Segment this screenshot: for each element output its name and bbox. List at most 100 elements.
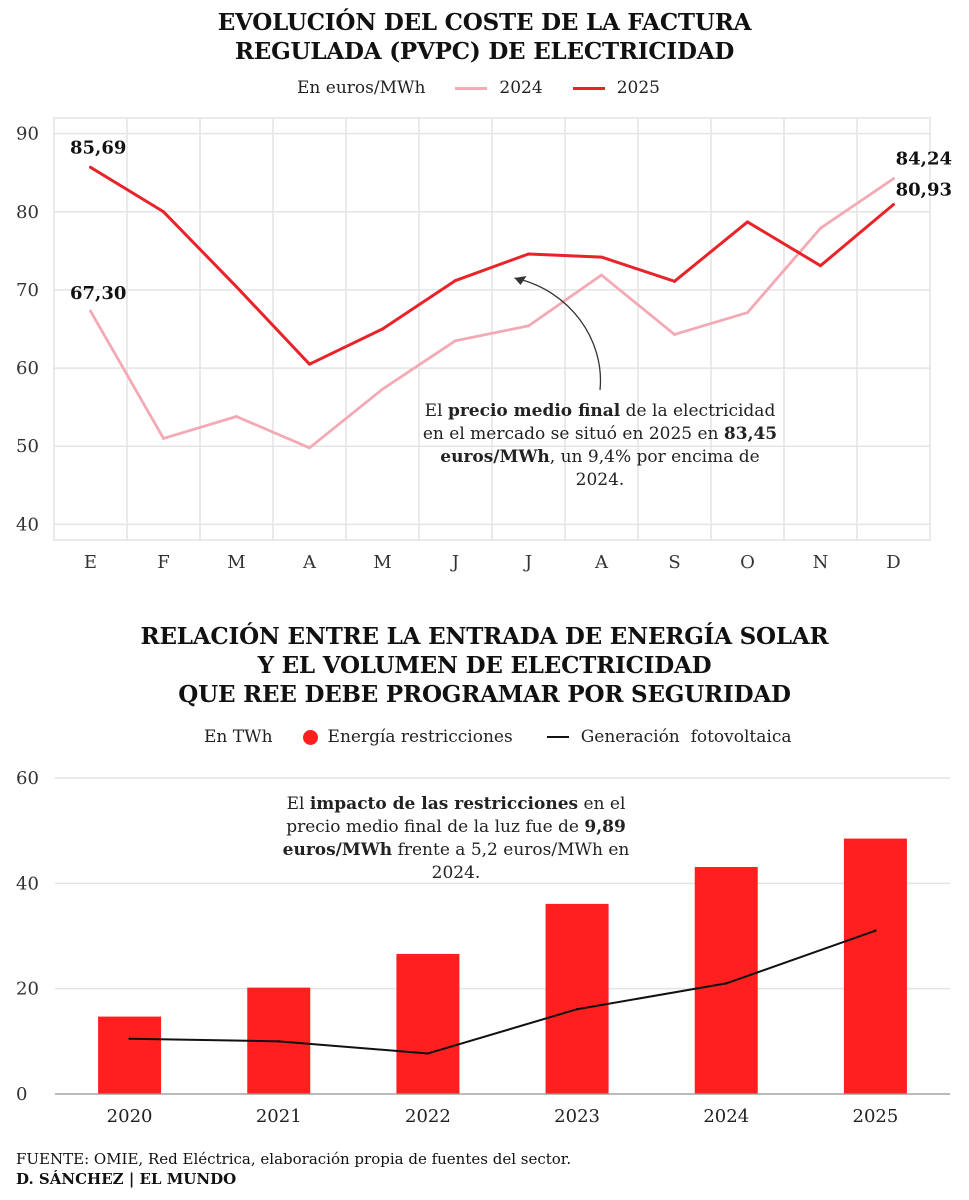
- chart2-x-tick-label: 2022: [405, 1106, 451, 1127]
- chart1-y-tick-label: 90: [16, 124, 39, 145]
- series-point-2024: [892, 177, 895, 181]
- chart1-x-tick-label: F: [157, 552, 170, 573]
- footer-credit: D. SÁNCHEZ | EL MUNDO: [16, 1170, 237, 1188]
- chart2-bar-chart: 0 20 40 60 2020 2021 2022 2023 2024 2025: [16, 768, 950, 1127]
- value-label-2025-start: 85,69: [70, 137, 126, 158]
- series-point-2025: [89, 165, 92, 169]
- chart2-x-tick-label: 2024: [703, 1106, 749, 1127]
- legend-swatch-2024: [455, 86, 488, 90]
- chart1-annotation-part-4: , un 9,4% por encima de 2024.: [549, 447, 760, 490]
- legend-swatch-restricciones: [302, 729, 318, 745]
- value-label-2025-end: 80,93: [896, 180, 952, 201]
- series-point-2024: [819, 226, 822, 230]
- series-point-2025: [819, 264, 822, 268]
- legend-item-fotovoltaica: Generación fotovoltaica: [546, 727, 792, 747]
- chart1-x-tick-label: E: [84, 552, 97, 573]
- chart1-unit-label: En euros/MWh: [297, 78, 426, 98]
- legend-label-2025: 2025: [616, 78, 660, 98]
- series-point-2025: [892, 203, 895, 207]
- chart1-annotation-arrow: [514, 277, 602, 391]
- chart2-title-line-3: QUE REE DEBE PROGRAMAR POR SEGURIDAD: [178, 681, 791, 708]
- fotovoltaica-point: [874, 929, 877, 932]
- chart1-annotation-part-2: de la electricidad en el mercado se situ…: [422, 401, 776, 444]
- chart1-y-tick-label: 50: [16, 436, 39, 457]
- fotovoltaica-point: [575, 1008, 579, 1011]
- legend-label-2024: 2024: [499, 78, 543, 98]
- series-point-2024: [527, 324, 530, 328]
- series-point-2024: [746, 311, 749, 315]
- bar-2024: [694, 867, 758, 1094]
- series-point-2025: [673, 279, 676, 283]
- series-point-2025: [600, 255, 603, 259]
- series-point-2024: [89, 309, 92, 313]
- legend-item-2024: 2024: [455, 78, 543, 98]
- chart2-y-tick-label: 60: [16, 768, 39, 789]
- series-point-2024: [308, 446, 311, 450]
- chart1-title: EVOLUCIÓN DEL COSTE DE LA FACTURA REGULA…: [0, 8, 969, 66]
- series-point-2024: [235, 415, 238, 419]
- legend-label-restricciones: Energía restricciones: [327, 727, 513, 747]
- series-point-2024: [162, 436, 165, 440]
- footer-source: FUENTE: OMIE, Red Eléctrica, elaboración…: [16, 1150, 572, 1168]
- chart1-annotation-part-0: El: [424, 401, 448, 421]
- series-point-2025: [527, 252, 530, 256]
- series-line-2025: [89, 166, 895, 366]
- chart2-title: RELACIÓN ENTRE LA ENTRADA DE ENERGÍA SOL…: [0, 622, 969, 709]
- series-point-2025: [454, 279, 457, 283]
- chart1-y-tick-label: 40: [16, 514, 39, 535]
- series-point-2024: [381, 387, 384, 391]
- series-point-2025: [746, 220, 749, 224]
- chart2-title-line-2: Y EL VOLUMEN DE ELECTRICIDAD: [257, 652, 712, 679]
- chart1-x-tick-label: N: [813, 552, 829, 573]
- chart2-legend: En TWh Energía restricciones Generación …: [204, 727, 792, 747]
- chart1-x-tick-label: M: [373, 552, 391, 573]
- chart1-y-tick-label: 80: [16, 202, 39, 223]
- chart1-x-tick-label: M: [227, 552, 245, 573]
- chart1-x-tick-label: J: [450, 552, 459, 573]
- series-point-2024: [600, 273, 603, 277]
- legend-item-2025: 2025: [572, 78, 660, 98]
- chart1-x-tick-label: O: [740, 552, 755, 573]
- chart1-x-tick-label: S: [668, 552, 680, 573]
- chart2-x-tick-label: 2020: [107, 1106, 153, 1127]
- series-point-2024: [673, 332, 676, 336]
- bar-2020: [98, 1016, 162, 1094]
- fotovoltaica-point: [128, 1037, 131, 1040]
- chart1-title-line-2: REGULADA (PVPC) DE ELECTRICIDAD: [234, 38, 735, 65]
- chart1-annotation-part-3: 83,45 euros/MWh: [440, 424, 778, 467]
- series-point-2025: [162, 210, 165, 214]
- series-point-2024: [454, 339, 457, 343]
- chart1-y-tick-label: 70: [16, 280, 39, 301]
- chart2-y-tick-label: 20: [16, 979, 39, 1000]
- chart2-x-tick-label: 2025: [853, 1106, 899, 1127]
- chart2-annotation-part-2: en el precio medio final de la luz fue d…: [286, 794, 626, 837]
- chart1-legend: En euros/MWh 2024 2025: [297, 78, 660, 98]
- fotovoltaica-point: [426, 1052, 430, 1055]
- fotovoltaica-line: [129, 929, 876, 1055]
- chart1-x-tick-label: D: [886, 552, 900, 573]
- chart2-unit-label: En TWh: [204, 727, 273, 747]
- bar-2022: [396, 953, 460, 1094]
- chart1-line-chart: 40 50 60 70 80 90 E F M A M J J A S O N D 85,69 67,30 84,24 8…: [16, 117, 952, 573]
- chart1-annotation-arrowhead: [514, 275, 527, 285]
- bar-2023: [545, 903, 609, 1094]
- chart1-y-tick-label: 60: [16, 358, 39, 379]
- legend-swatch-2025: [572, 86, 605, 90]
- series-point-2025: [381, 327, 384, 331]
- chart2-title-line-1: RELACIÓN ENTRE LA ENTRADA DE ENERGÍA SOL…: [140, 623, 829, 650]
- legend-label-fotovoltaica: Generación fotovoltaica: [580, 727, 792, 747]
- chart2-annotation-part-1: impacto de las restricciones: [309, 794, 579, 814]
- chart2-annotation-part-4: frente a 5,2 euros/MWh en 2024.: [392, 840, 630, 883]
- chart1-x-tick-label: J: [523, 552, 532, 573]
- series-line-2024: [89, 177, 895, 450]
- bar-2025: [843, 838, 907, 1094]
- fotovoltaica-point: [725, 982, 728, 985]
- chart2-annotation-part-0: El: [286, 794, 310, 814]
- legend-item-restricciones: Energía restricciones: [302, 727, 513, 747]
- chart2-annotation-part-3: 9,89 euros/MWh: [282, 817, 626, 860]
- chart1-annotation: El precio medio final de la electricidad…: [420, 400, 780, 492]
- chart2-x-tick-label: 2021: [256, 1106, 302, 1127]
- value-label-2024-end: 84,24: [896, 149, 952, 170]
- chart1-x-tick-label: A: [594, 552, 609, 573]
- series-point-2025: [235, 285, 238, 289]
